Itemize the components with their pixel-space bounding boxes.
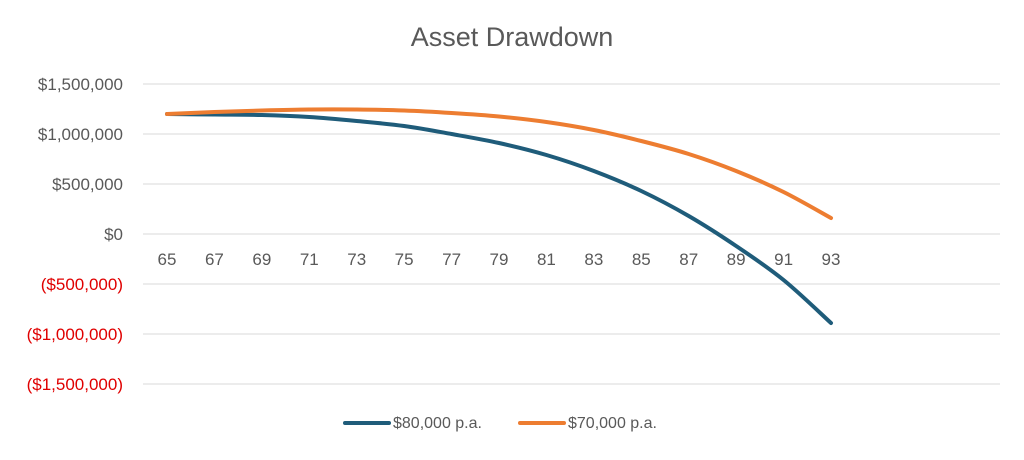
chart-title: Asset Drawdown [411, 22, 614, 52]
legend: $80,000 p.a. $70,000 p.a. [343, 415, 657, 432]
y-tick-label: $1,000,000 [38, 125, 123, 144]
gridlines [143, 83, 1000, 385]
y-tick-label: $1,500,000 [38, 75, 123, 94]
x-tick-label: 75 [395, 250, 414, 269]
x-tick-label: 85 [632, 250, 651, 269]
x-axis-tick-labels: 65 67 69 71 73 75 77 79 81 83 85 87 89 91 93 [158, 250, 841, 269]
x-tick-label: 69 [252, 250, 271, 269]
x-tick-label: 79 [490, 250, 509, 269]
series-lines [165, 107, 833, 325]
x-tick-label: 87 [679, 250, 698, 269]
x-tick-label: 67 [205, 250, 224, 269]
x-tick-label: 91 [774, 250, 793, 269]
legend-label-2: $70,000 p.a. [568, 415, 657, 432]
x-tick-label: 89 [727, 250, 746, 269]
x-tick-label: 93 [822, 250, 841, 269]
series-line-1 [165, 112, 833, 325]
x-tick-label: 73 [347, 250, 366, 269]
y-tick-label: ($1,000,000) [27, 325, 123, 344]
series-line-2 [165, 107, 833, 220]
y-tick-label: $500,000 [52, 175, 123, 194]
x-tick-label: 83 [584, 250, 603, 269]
legend-label-1: $80,000 p.a. [393, 415, 482, 432]
y-tick-label: ($1,500,000) [27, 375, 123, 394]
y-tick-label: $0 [104, 225, 123, 244]
x-tick-label: 77 [442, 250, 461, 269]
y-tick-label: ($500,000) [41, 275, 123, 294]
y-axis-tick-labels: $1,500,000 $1,000,000 $500,000 $0 ($500,000)… [27, 75, 123, 394]
x-tick-label: 65 [158, 250, 177, 269]
x-tick-label: 71 [300, 250, 319, 269]
x-tick-label: 81 [537, 250, 556, 269]
